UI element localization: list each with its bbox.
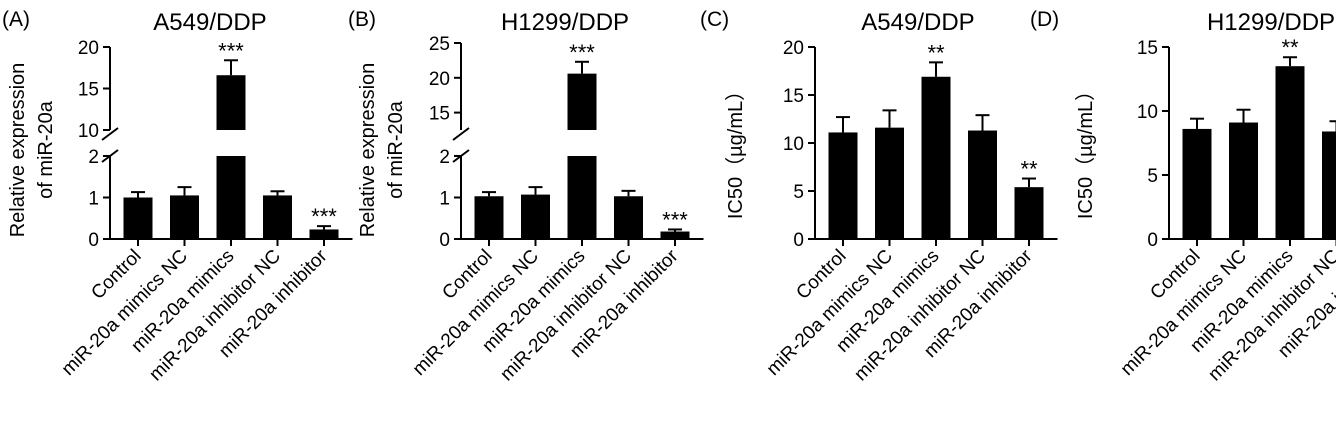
bar [1014, 187, 1044, 239]
bar [170, 195, 199, 239]
y-tick-label: 10 [783, 134, 804, 155]
significance-label: ** [927, 40, 945, 65]
bar [921, 76, 951, 239]
significance-label: *** [311, 204, 337, 229]
bar-lower-segment [216, 156, 246, 239]
chart-title: A549/DDP [861, 9, 974, 36]
bar [263, 195, 292, 239]
bar [828, 132, 858, 239]
y-tick-label: 20 [783, 38, 804, 59]
panel-letter: (C) [700, 8, 729, 31]
bar [521, 194, 550, 239]
y-tick-label: 15 [783, 86, 804, 107]
panel-letter: (B) [348, 8, 376, 31]
panel-a: (A) A549/DDP Relative expression of miR-20a… [2, 8, 353, 385]
significance-label: *** [569, 40, 595, 65]
y-axis-label: of miR-20a [35, 100, 57, 199]
y-axis-label: IC50（µg/mL） [724, 81, 747, 219]
y-tick-label: 2 [88, 147, 99, 168]
y-tick-label: 25 [429, 34, 450, 55]
y-tick-label: 0 [793, 230, 804, 251]
y-tick-label: 20 [78, 38, 99, 59]
bar [123, 197, 153, 239]
panel-letter: (A) [2, 8, 30, 31]
bar [309, 229, 339, 239]
bar [1229, 122, 1258, 239]
y-tick-label: 1 [88, 189, 99, 210]
chart-title: A549/DDP [153, 9, 266, 36]
chart-title: H1299/DDP [1207, 9, 1335, 36]
panel-d: (D) H1299/DDPIC50（µg/mL）051015ControlmiR-… [1030, 8, 1336, 385]
panel-b: (B) H1299/DDP Relative expression of miR-20… [348, 8, 704, 385]
y-axis-label: of miR-20a [385, 100, 407, 199]
y-tick-label: 15 [429, 104, 450, 125]
y-tick-label: 0 [88, 230, 99, 251]
significance-label: ** [1020, 157, 1038, 182]
bar [1275, 66, 1305, 239]
y-tick-label: 20 [429, 69, 450, 90]
y-tick-label: 2 [439, 147, 450, 168]
bar [614, 196, 643, 239]
bar-upper-segment [216, 75, 246, 130]
significance-label: *** [218, 38, 244, 63]
panel-letter: (D) [1030, 8, 1059, 31]
axis-break-mark [101, 127, 119, 141]
y-tick-label: 10 [78, 121, 99, 142]
panel-c: (C) A549/DDPIC50（µg/mL）05101520ControlmiR… [700, 8, 1058, 385]
bar [875, 127, 904, 239]
y-axis-label: Relative expression [7, 63, 29, 238]
y-tick-label: 5 [1147, 166, 1158, 187]
y-tick-label: 10 [1137, 102, 1158, 123]
y-tick-label: 15 [1137, 38, 1158, 59]
significance-label: *** [662, 207, 688, 232]
chart-title: H1299/DDP [501, 9, 629, 36]
bar [968, 130, 997, 239]
bar [1322, 131, 1336, 239]
bar [474, 196, 504, 239]
bar [660, 231, 690, 239]
y-tick-label: 0 [1147, 230, 1158, 251]
y-tick-label: 15 [78, 80, 99, 101]
significance-label: ** [1281, 35, 1299, 60]
bar [1182, 128, 1212, 239]
y-axis-label: IC50（µg/mL） [1074, 81, 1097, 219]
y-tick-label: 5 [793, 182, 804, 203]
bar-lower-segment [567, 156, 597, 239]
axis-break-mark [452, 127, 470, 141]
bar-upper-segment [567, 73, 597, 130]
y-tick-label: 1 [439, 189, 450, 210]
y-tick-label: 0 [439, 230, 450, 251]
y-axis-label: Relative expression [357, 63, 379, 238]
